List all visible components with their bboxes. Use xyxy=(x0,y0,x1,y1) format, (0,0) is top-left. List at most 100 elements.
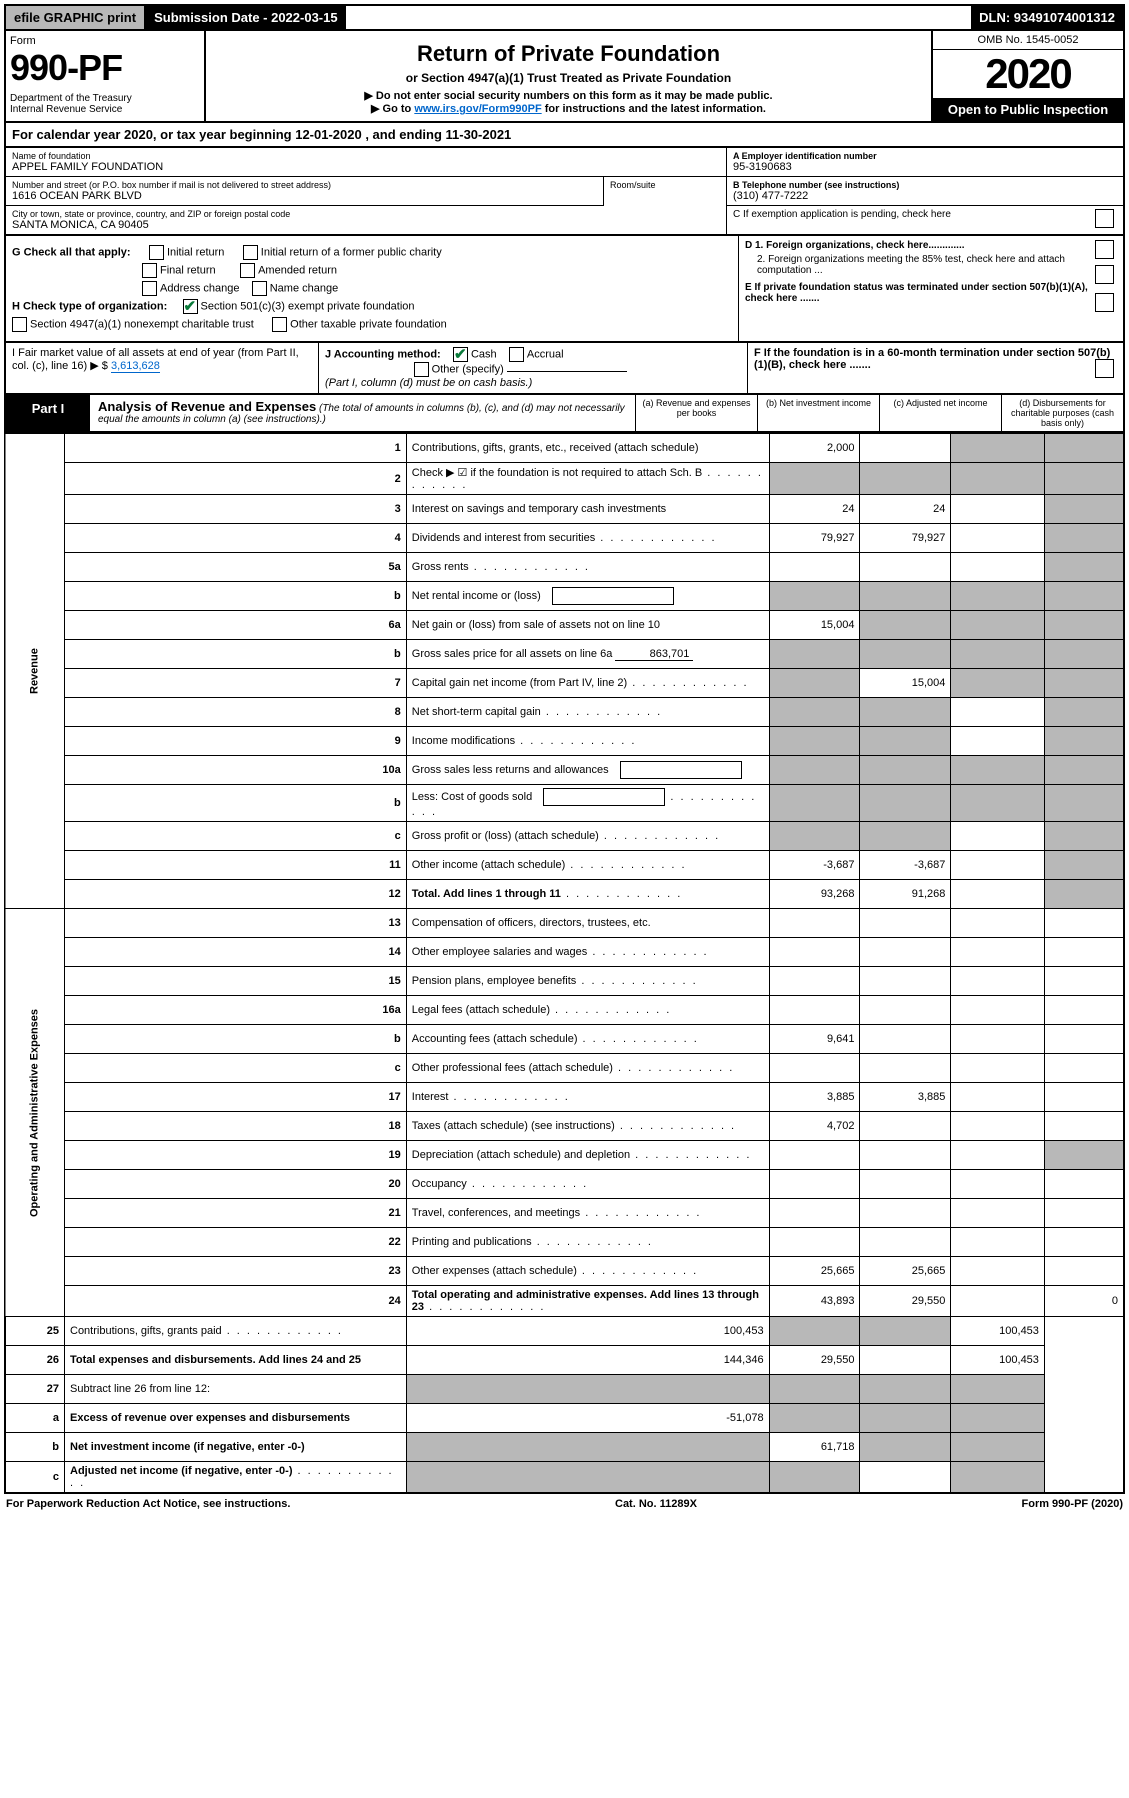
d2-checkbox[interactable] xyxy=(1095,265,1114,284)
amount-cell xyxy=(769,1199,860,1228)
amount-cell xyxy=(860,1346,951,1375)
f-checkbox[interactable] xyxy=(1095,359,1114,378)
line-description: Capital gain net income (from Part IV, l… xyxy=(406,669,769,698)
amount-cell: 29,550 xyxy=(769,1346,860,1375)
amount-cell: 3,885 xyxy=(860,1083,951,1112)
check-block-gh: G Check all that apply: Initial return I… xyxy=(4,236,1125,343)
amount-cell xyxy=(860,822,951,851)
amount-cell: 24 xyxy=(769,495,860,524)
j-cash-checkbox[interactable] xyxy=(453,347,468,362)
line-number: c xyxy=(5,1462,65,1494)
line-description: Other employee salaries and wages xyxy=(406,938,769,967)
h-501c3-checkbox[interactable] xyxy=(183,299,198,314)
amount-cell xyxy=(951,1286,1045,1317)
line-description: Taxes (attach schedule) (see instruction… xyxy=(406,1112,769,1141)
line-number: b xyxy=(65,785,407,822)
amount-cell xyxy=(769,698,860,727)
tel-label: B Telephone number (see instructions) xyxy=(733,180,1117,190)
efile-label[interactable]: efile GRAPHIC print xyxy=(6,6,144,29)
line-number: 10a xyxy=(65,756,407,785)
table-row: cOther professional fees (attach schedul… xyxy=(5,1054,1124,1083)
amount-cell xyxy=(860,463,951,495)
g-address-checkbox[interactable] xyxy=(142,281,157,296)
table-row: 10aGross sales less returns and allowanc… xyxy=(5,756,1124,785)
subtitle-2a: ▶ Do not enter social security numbers o… xyxy=(214,89,923,102)
table-row: aExcess of revenue over expenses and dis… xyxy=(5,1404,1124,1433)
d1-checkbox[interactable] xyxy=(1095,240,1114,259)
h-other-checkbox[interactable] xyxy=(272,317,287,332)
ein-label: A Employer identification number xyxy=(733,151,1117,161)
street-value: 1616 OCEAN PARK BLVD xyxy=(12,190,597,202)
line-description: Contributions, gifts, grants paid xyxy=(65,1317,407,1346)
line-description: Compensation of officers, directors, tru… xyxy=(406,909,769,938)
table-row: bLess: Cost of goods sold xyxy=(5,785,1124,822)
table-row: 7Capital gain net income (from Part IV, … xyxy=(5,669,1124,698)
line-description: Total expenses and disbursements. Add li… xyxy=(65,1346,407,1375)
amount-cell xyxy=(1044,669,1124,698)
amount-cell: 100,453 xyxy=(406,1317,769,1346)
g-name-checkbox[interactable] xyxy=(252,281,267,296)
amount-cell xyxy=(1044,524,1124,553)
g-row-3: Address change Name change xyxy=(12,281,732,296)
c-row: C If exemption application is pending, c… xyxy=(727,206,1123,223)
amount-cell xyxy=(1044,1025,1124,1054)
amount-cell xyxy=(951,1170,1045,1199)
table-row: 16aLegal fees (attach schedule) xyxy=(5,996,1124,1025)
amount-cell xyxy=(406,1462,769,1494)
line-description: Legal fees (attach schedule) xyxy=(406,996,769,1025)
j-opt-2: Other (specify) xyxy=(432,363,504,375)
table-row: 18Taxes (attach schedule) (see instructi… xyxy=(5,1112,1124,1141)
dln: DLN: 93491074001312 xyxy=(971,6,1123,29)
e-checkbox[interactable] xyxy=(1095,293,1114,312)
i-value[interactable]: 3,613,628 xyxy=(111,360,160,373)
amount-cell xyxy=(951,1228,1045,1257)
amount-cell xyxy=(951,1025,1045,1054)
amount-cell xyxy=(951,756,1045,785)
line-description: Accounting fees (attach schedule) xyxy=(406,1025,769,1054)
d2-row: 2. Foreign organizations meeting the 85%… xyxy=(745,254,1117,276)
g-initial-checkbox[interactable] xyxy=(149,245,164,260)
amount-cell: -51,078 xyxy=(406,1404,769,1433)
table-row: 9Income modifications xyxy=(5,727,1124,756)
sidelabel-operating: Operating and Administrative Expenses xyxy=(5,909,65,1317)
table-row: 25Contributions, gifts, grants paid100,4… xyxy=(5,1317,1124,1346)
amount-cell xyxy=(951,1054,1045,1083)
g-opt-2: Final return xyxy=(160,264,216,276)
table-row: 23Other expenses (attach schedule)25,665… xyxy=(5,1257,1124,1286)
amount-cell xyxy=(860,785,951,822)
j-other-checkbox[interactable] xyxy=(414,362,429,377)
g-initial-former-checkbox[interactable] xyxy=(243,245,258,260)
amount-cell xyxy=(860,909,951,938)
amount-cell xyxy=(951,880,1045,909)
amount-cell xyxy=(1044,851,1124,880)
h-4947-checkbox[interactable] xyxy=(12,317,27,332)
amount-cell xyxy=(951,785,1045,822)
amount-cell xyxy=(951,1083,1045,1112)
line-number: 15 xyxy=(65,967,407,996)
amount-cell xyxy=(860,1317,951,1346)
g-final-checkbox[interactable] xyxy=(142,263,157,278)
g-row: G Check all that apply: Initial return I… xyxy=(12,245,732,260)
calendar-year-row: For calendar year 2020, or tax year begi… xyxy=(4,123,1125,148)
j-accrual-checkbox[interactable] xyxy=(509,347,524,362)
amount-cell xyxy=(769,996,860,1025)
g-opt-0: Initial return xyxy=(167,246,224,258)
amount-cell: -3,687 xyxy=(860,851,951,880)
line-number: 7 xyxy=(65,669,407,698)
d1-label: D 1. Foreign organizations, check here..… xyxy=(745,240,965,251)
table-row: 26Total expenses and disbursements. Add … xyxy=(5,1346,1124,1375)
d2-label: 2. Foreign organizations meeting the 85%… xyxy=(757,254,1065,276)
amount-cell xyxy=(951,1375,1045,1404)
g-row-2: Final return Amended return xyxy=(12,263,732,278)
line-number: 11 xyxy=(65,851,407,880)
table-row: cAdjusted net income (if negative, enter… xyxy=(5,1462,1124,1494)
line-description: Less: Cost of goods sold xyxy=(406,785,769,822)
line-description: Depreciation (attach schedule) and deple… xyxy=(406,1141,769,1170)
h-opt-2: Other taxable private foundation xyxy=(290,318,447,330)
amount-cell xyxy=(1044,582,1124,611)
g-amended-checkbox[interactable] xyxy=(240,263,255,278)
amount-cell: 0 xyxy=(1044,1286,1124,1317)
c-checkbox[interactable] xyxy=(1095,209,1114,228)
form-link[interactable]: www.irs.gov/Form990PF xyxy=(414,103,541,115)
address-row: Number and street (or P.O. box number if… xyxy=(6,177,726,206)
